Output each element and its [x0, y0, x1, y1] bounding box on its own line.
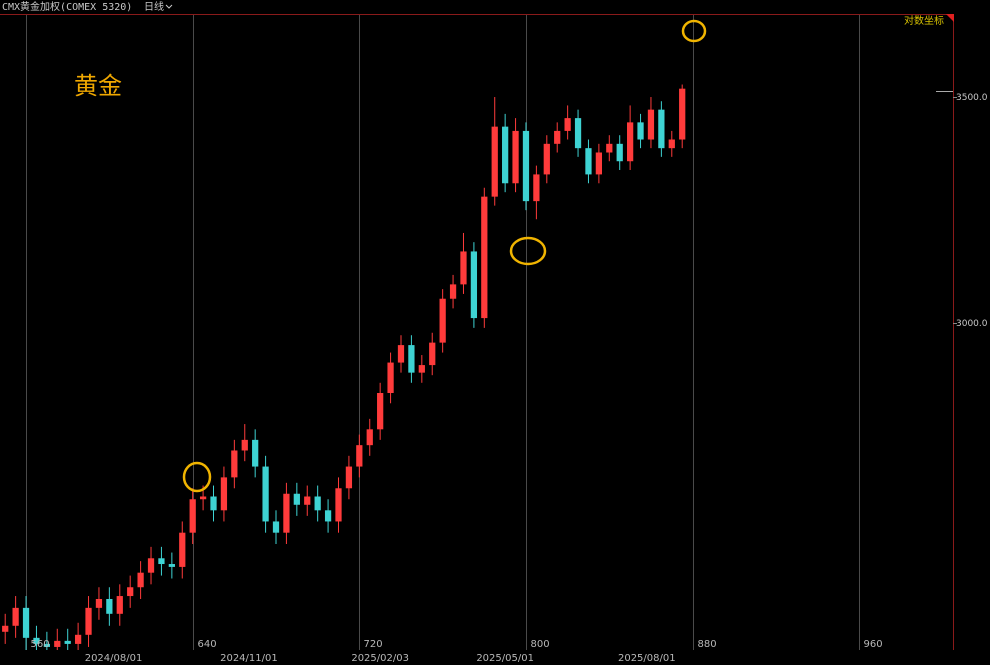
y-tick-label: 3000.0 — [956, 319, 988, 329]
candle-body — [74, 634, 82, 644]
candle-body — [554, 130, 561, 144]
candle-body — [460, 251, 467, 285]
candle-body — [179, 532, 186, 567]
candle-body — [491, 126, 498, 197]
candle-body — [377, 392, 384, 430]
candles — [2, 84, 686, 650]
annotation-label: 黄金 — [74, 72, 122, 100]
annotation-circle — [509, 236, 547, 266]
corner-marker — [946, 14, 954, 22]
candle-body — [481, 196, 488, 319]
candle-body — [127, 587, 134, 597]
candle-body — [470, 251, 478, 319]
x-date-label: 2024/11/01 — [220, 653, 278, 664]
candle-body — [647, 109, 655, 140]
candle-body — [502, 126, 509, 184]
candle-body — [283, 493, 290, 533]
annotation-circle — [182, 461, 212, 493]
x-index-label: 720 — [364, 639, 383, 650]
x-index-label: 800 — [531, 639, 550, 650]
candle-body — [429, 342, 436, 366]
candle-body — [564, 118, 571, 131]
candle-body — [137, 572, 144, 588]
annotations — [182, 19, 707, 493]
x-date-label: 2025/08/01 — [618, 653, 676, 664]
x-index-label: 640 — [198, 639, 217, 650]
grid — [26, 14, 860, 650]
candle-body — [272, 521, 280, 533]
candle-body — [616, 143, 623, 162]
candle-body — [595, 152, 603, 175]
candle-body — [33, 637, 40, 644]
candle-body — [637, 122, 644, 140]
candle-body — [314, 496, 321, 511]
candle-body — [2, 625, 9, 632]
candle-body — [522, 130, 530, 202]
candle-body — [85, 607, 92, 635]
candle-body — [199, 496, 207, 500]
candle-body — [449, 284, 457, 299]
candle-body — [627, 122, 634, 162]
candle-body — [231, 450, 238, 478]
period-caret[interactable] — [165, 4, 173, 9]
candle-body — [366, 429, 373, 446]
candle-body — [252, 439, 259, 467]
candle-body — [116, 596, 123, 614]
candle-body — [533, 174, 540, 202]
candle-body — [241, 439, 248, 451]
x-index-label: 880 — [698, 639, 717, 650]
x-date-label: 2024/08/01 — [85, 653, 143, 664]
candle-body — [54, 640, 61, 647]
header-title: CMX黄金加权(COMEX 5320) — [2, 0, 132, 13]
candle-body — [668, 139, 675, 149]
candle-body — [606, 143, 613, 153]
candle-body — [22, 607, 30, 638]
candle-body — [418, 365, 425, 373]
candle-body — [220, 477, 228, 511]
candle-body — [43, 643, 50, 647]
x-date-label: 2025/05/01 — [476, 653, 534, 664]
x-index-label: 960 — [864, 639, 883, 650]
candle-body — [12, 607, 19, 626]
candle-body — [356, 445, 363, 467]
candle-body — [304, 496, 311, 505]
candle-body — [168, 564, 175, 567]
x-date-label: 2025/02/03 — [351, 653, 409, 664]
period-selector[interactable]: 日线 — [144, 0, 164, 13]
candle-body — [64, 640, 71, 644]
candle-body — [345, 466, 353, 489]
candle-body — [585, 148, 592, 175]
candle-body — [95, 598, 103, 608]
candle-body — [408, 345, 415, 373]
candle-body — [512, 130, 519, 184]
annotation-circle — [681, 19, 707, 43]
y-tick-label: 3500.0 — [956, 93, 988, 103]
candle-body — [439, 298, 446, 343]
candle-body — [574, 118, 582, 149]
candle-body — [147, 558, 155, 573]
candle-body — [262, 466, 269, 522]
candle-body — [679, 88, 686, 140]
candle-body — [324, 510, 332, 522]
candle-body — [397, 345, 405, 363]
x-index-label: 560 — [31, 639, 50, 650]
candle-body — [335, 488, 342, 522]
candle-body — [210, 496, 217, 511]
candle-body — [189, 499, 196, 533]
candle-body — [658, 109, 665, 149]
candle-body — [387, 362, 394, 393]
log-scale-toggle[interactable]: 对数坐标 — [904, 14, 944, 27]
candle-body — [106, 598, 113, 614]
candle-body — [293, 493, 300, 505]
candle-body — [158, 558, 165, 565]
candle-body — [543, 143, 550, 175]
